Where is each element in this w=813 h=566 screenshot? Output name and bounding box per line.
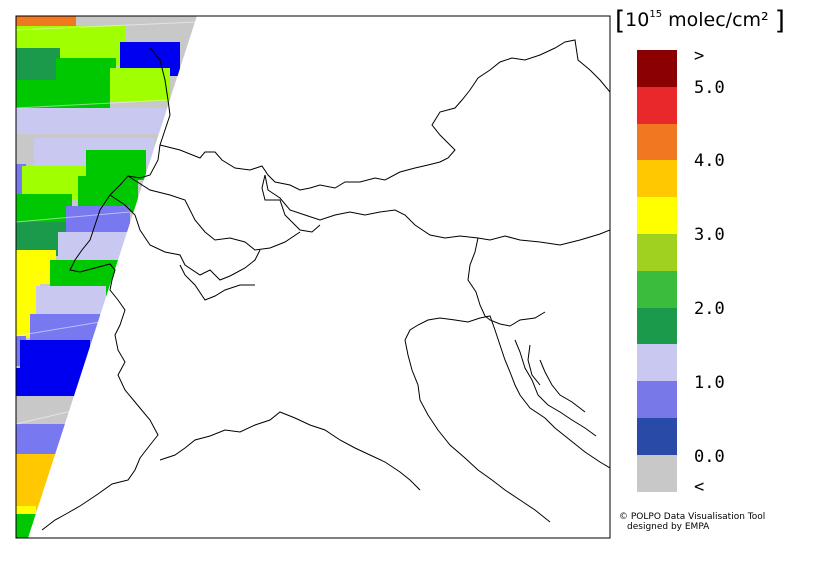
colorbar-swatch (637, 233, 677, 271)
credit-line-1: © POLPO Data Visualisation Tool (619, 512, 766, 522)
colorbar-label: 1.0 (694, 373, 725, 393)
colorbar-swatch (637, 197, 677, 234)
colorbar-swatch (637, 381, 677, 418)
swath-pixel (16, 134, 36, 164)
unit-suffix: molec/cm² (662, 9, 769, 31)
swath-pixel (16, 108, 166, 134)
colorbar-label: 2.0 (694, 299, 725, 319)
colorbar-label: 3.0 (694, 225, 725, 245)
swath-pixel (86, 150, 146, 180)
colorbar-swatch (637, 454, 677, 492)
satellite-swath (16, 16, 610, 538)
swath-pixel (16, 164, 26, 194)
colorbar-swatch (637, 417, 677, 455)
colorbar-label: < (694, 477, 705, 497)
colorbar-swatch (637, 270, 677, 308)
colorbar-swatch (637, 344, 677, 382)
colorbar-label: > (694, 46, 705, 66)
swath-pixel (16, 48, 60, 84)
colorbar-swatch (637, 307, 677, 345)
colorbar-label: 4.0 (694, 151, 725, 171)
credit-text: © POLPO Data Visualisation Tool designed… (619, 512, 765, 532)
colorbar-swatch (637, 50, 677, 87)
unit-label: [1015 molec/cm² ] (615, 6, 785, 36)
unit-bracket-close: ] (774, 6, 785, 36)
country-borders (41, 39, 610, 531)
swath-pixel (110, 68, 170, 102)
colorbar-swatch (637, 160, 677, 198)
unit-exponent: 15 (649, 9, 663, 20)
unit-bracket-open: [ (615, 6, 626, 36)
colorbar-swatch (637, 86, 677, 124)
colorbar-label: 0.0 (694, 447, 725, 467)
map-frame (15, 15, 611, 539)
unit-prefix: 10 (625, 9, 650, 31)
colorbar (637, 50, 677, 492)
swath-pixel (16, 250, 56, 284)
colorbar-label: 5.0 (694, 78, 725, 98)
credit-line-2: designed by EMPA (627, 522, 710, 532)
colorbar-swatch (637, 123, 677, 161)
